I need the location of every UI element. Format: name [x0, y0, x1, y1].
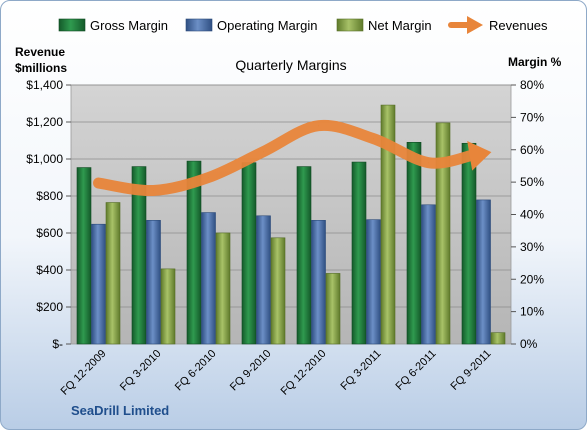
left-axis-title-line1: Revenue — [15, 45, 65, 59]
bar-operating-margin — [366, 219, 381, 345]
bars — [76, 104, 506, 345]
right-tick-label: 10% — [520, 305, 544, 319]
right-tick-label: 60% — [520, 143, 544, 157]
legend-item-gross-margin[interactable]: Gross Margin — [58, 18, 168, 33]
right-tick-label: 80% — [520, 78, 544, 92]
left-tick-label: $- — [52, 337, 63, 351]
chart-title: Quarterly Margins — [235, 57, 346, 73]
left-axis-ticks: $- $200 $400 $600 $800 $1,000 $1,200 $1,400 — [26, 78, 71, 351]
legend: Gross Margin Operating Margin Net Margin… — [58, 16, 548, 34]
right-axis-title: Margin % — [508, 55, 562, 69]
revenue-point — [263, 151, 264, 153]
bar-operating-margin — [201, 212, 216, 345]
legend-swatch-net-margin — [336, 18, 364, 32]
category-label: FQ 12-2010 — [279, 348, 329, 398]
category-label: FQ 3-2011 — [339, 348, 384, 393]
bar-net-margin — [325, 273, 341, 345]
category-label: FQ 6-2010 — [173, 348, 219, 394]
revenue-point — [98, 182, 99, 184]
right-tick-label: 70% — [520, 110, 544, 124]
bar-gross-margin — [241, 162, 257, 345]
bar-net-margin — [215, 232, 231, 345]
revenue-point — [428, 162, 429, 164]
legend-label-net-margin: Net Margin — [368, 18, 432, 33]
legend-label-revenues: Revenues — [489, 18, 548, 33]
bar-net-margin — [435, 122, 451, 345]
bar-net-margin — [270, 237, 286, 345]
left-tick-label: $1,000 — [26, 152, 63, 166]
right-tick-label: 20% — [520, 272, 544, 286]
category-label: FQ 9-2011 — [449, 348, 494, 393]
revenue-point — [153, 189, 154, 191]
legend-item-operating-margin[interactable]: Operating Margin — [185, 18, 317, 33]
bar-gross-margin — [76, 167, 92, 345]
revenue-line-path — [93, 119, 478, 196]
bar-operating-margin — [476, 199, 491, 345]
bar-operating-margin — [256, 215, 271, 345]
left-tick-label: $1,400 — [26, 78, 63, 92]
revenue-point — [318, 125, 319, 127]
bar-operating-margin — [311, 220, 326, 345]
right-tick-label: 0% — [520, 337, 538, 351]
category-label: FQ 3-2010 — [118, 348, 164, 394]
bar-operating-margin — [146, 220, 161, 345]
legend-item-net-margin[interactable]: Net Margin — [336, 18, 432, 33]
bar-gross-margin — [186, 160, 202, 345]
company-name: SeaDrill Limited — [71, 403, 169, 418]
legend-label-operating-margin: Operating Margin — [217, 18, 317, 33]
bar-gross-margin — [131, 166, 147, 345]
left-tick-label: $1,200 — [26, 115, 63, 129]
right-tick-label: 30% — [520, 240, 544, 254]
bar-net-margin — [380, 104, 396, 345]
bar-operating-margin — [421, 204, 436, 345]
right-tick-label: 50% — [520, 175, 544, 189]
revenue-point — [483, 152, 484, 154]
bar-operating-margin — [91, 223, 106, 345]
legend-label-gross-margin: Gross Margin — [90, 18, 168, 33]
right-tick-label: 40% — [520, 208, 544, 222]
left-tick-label: $400 — [36, 263, 63, 277]
bar-net-margin — [490, 332, 506, 345]
bar-gross-margin — [296, 166, 312, 345]
legend-item-revenues[interactable]: Revenues — [448, 16, 548, 34]
revenue-point — [373, 138, 374, 140]
bar-gross-margin — [461, 142, 477, 345]
category-label: FQ 9-2010 — [228, 348, 274, 394]
legend-arrow-revenues — [448, 16, 483, 34]
category-label: FQ 6-2011 — [394, 348, 439, 393]
legend-swatch-operating-margin — [185, 18, 213, 32]
legend-swatch-gross-margin — [58, 18, 86, 32]
bar-gross-margin — [351, 161, 367, 345]
left-tick-label: $800 — [36, 189, 63, 203]
revenue-point — [208, 177, 209, 178]
left-tick-label: $600 — [36, 226, 63, 240]
bar-net-margin — [105, 202, 121, 345]
revenue-arrowhead — [467, 140, 492, 171]
category-label: FQ 12-2009 — [59, 348, 109, 398]
bar-net-margin — [160, 268, 176, 345]
revenue-line — [93, 119, 492, 196]
left-axis-title-line2: $millions — [15, 61, 67, 75]
left-tick-label: $200 — [36, 300, 63, 314]
category-labels: FQ 12-2009 FQ 3-2010 FQ 6-2010 FQ 9-2010 FQ … — [59, 348, 494, 398]
bar-gross-margin — [406, 142, 422, 345]
right-axis-ticks: 0% 10% 20% 30% 40% 50% 60% 70% 80% — [511, 78, 544, 351]
